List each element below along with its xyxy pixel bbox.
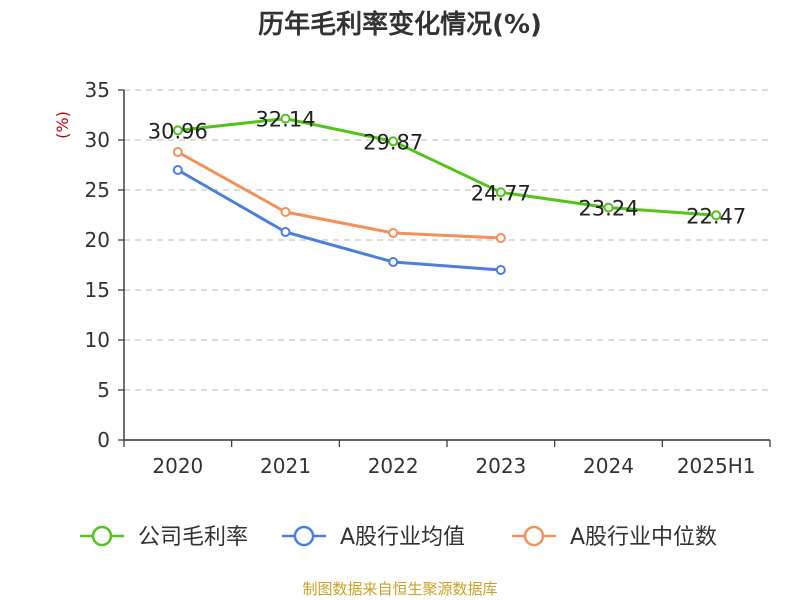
data-point xyxy=(603,202,614,213)
y-tick-label: 25 xyxy=(85,178,110,202)
data-label: 23.24 xyxy=(578,197,638,221)
data-point xyxy=(495,187,506,198)
legend-label: A股行业中位数 xyxy=(570,525,717,550)
legend: 公司毛利率 A股行业均值 A股行业中位数 xyxy=(80,525,717,550)
data-point xyxy=(172,165,183,175)
y-tick-label: 20 xyxy=(85,228,110,252)
x-tick-label: 2020 xyxy=(152,454,203,478)
data-label: 29.87 xyxy=(363,130,423,154)
chart-title: 历年毛利率变化情况(%) xyxy=(258,9,542,40)
data-point xyxy=(711,210,722,221)
data-label: 22.47 xyxy=(686,204,746,228)
x-tick-label: 2025H1 xyxy=(677,454,756,478)
x-tick-label: 2022 xyxy=(368,454,419,478)
data-point xyxy=(495,233,506,243)
data-label: 32.14 xyxy=(255,108,315,132)
legend-marker xyxy=(523,525,545,547)
data-point xyxy=(280,207,291,217)
data-point xyxy=(280,227,291,237)
y-tick-label: 5 xyxy=(97,378,110,402)
legend-marker xyxy=(91,525,113,547)
series-line-1 xyxy=(176,168,503,272)
data-point xyxy=(172,125,183,136)
y-tick-label: 15 xyxy=(85,278,110,302)
series-line-2 xyxy=(176,150,503,240)
y-tick-label: 30 xyxy=(85,128,110,152)
series-line-0 xyxy=(176,117,718,217)
source-note: 制图数据来自恒生聚源数据库 xyxy=(302,580,497,598)
x-tick-label: 2024 xyxy=(583,454,634,478)
series-lines xyxy=(172,113,722,275)
legend-label: 公司毛利率 xyxy=(138,525,248,550)
data-point xyxy=(280,113,291,124)
data-point xyxy=(172,147,183,157)
legend-label: A股行业均值 xyxy=(340,525,465,550)
data-label: 24.77 xyxy=(471,181,531,205)
legend-marker xyxy=(293,525,315,547)
y-tick-label: 35 xyxy=(85,78,110,102)
x-tick-label: 2021 xyxy=(260,454,311,478)
data-label: 30.96 xyxy=(148,119,208,143)
axes: 0 5 10 15 20 25 30 35 2020 2021 2022 2023 2024 2025H1 xyxy=(85,78,771,478)
data-labels: 30.96 32.14 29.87 24.77 23.24 22.47 xyxy=(148,108,746,229)
data-point xyxy=(388,257,399,267)
y-tick-label: 0 xyxy=(97,428,110,452)
data-point xyxy=(495,265,506,275)
grid-lines xyxy=(124,89,770,391)
x-tick-label: 2023 xyxy=(475,454,526,478)
data-point xyxy=(388,228,399,238)
y-axis-unit-label: (%) xyxy=(53,111,72,139)
data-point xyxy=(388,136,399,147)
y-tick-label: 10 xyxy=(85,328,110,352)
